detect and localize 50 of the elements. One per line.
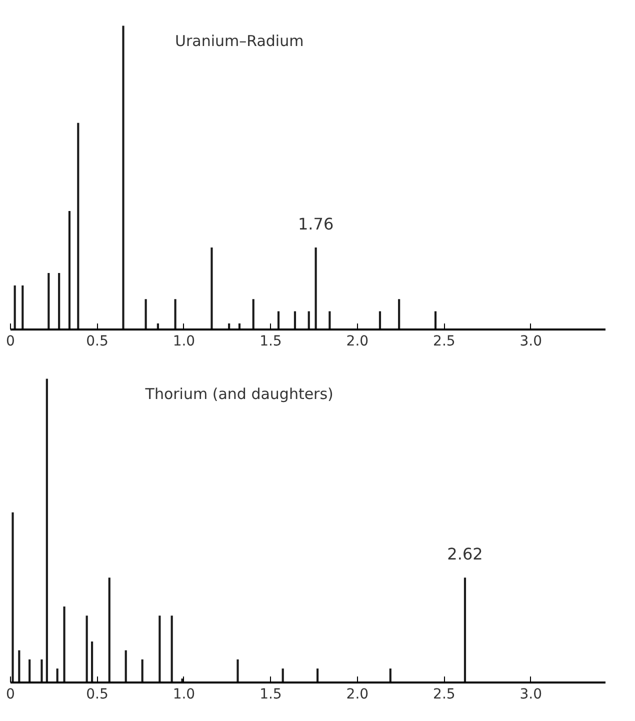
x-tick-label: 1.5 (260, 334, 282, 350)
bar (14, 285, 16, 330)
bar (174, 299, 176, 330)
bar (144, 299, 147, 330)
x-tick-label: 0.5 (86, 686, 108, 702)
bar (316, 668, 319, 682)
bar (314, 247, 317, 330)
bar (124, 650, 127, 682)
text: Uranium–Radium (174, 32, 304, 50)
bar (68, 211, 71, 330)
x-tick-label: 1.0 (172, 334, 196, 350)
bar (86, 616, 88, 682)
x-tick-label: 2.5 (433, 686, 456, 702)
x-tick-label: 1.5 (260, 686, 282, 702)
x-tick-label: 2.0 (346, 334, 369, 350)
bar (282, 668, 284, 682)
bar (170, 616, 173, 682)
bar (464, 578, 466, 682)
bar (28, 659, 31, 682)
bar (90, 641, 94, 682)
bar (158, 616, 161, 682)
bar (18, 650, 20, 682)
bar (122, 26, 124, 330)
text: Thorium (and daughters) (144, 384, 334, 403)
bar (398, 299, 400, 330)
x-tick-label: 2.0 (346, 686, 369, 702)
x-tick-label: 3.0 (520, 334, 542, 350)
bar (46, 378, 48, 682)
bar (77, 122, 80, 330)
bar (56, 668, 58, 682)
x-tick-label: 3.0 (520, 686, 542, 702)
bar (389, 668, 392, 682)
annotation: 2.62 (447, 544, 483, 564)
annotation: 1.76 (298, 214, 334, 234)
bar (141, 659, 144, 682)
bar (40, 659, 43, 682)
bar (58, 272, 60, 330)
x-tick-label: 0.5 (86, 334, 108, 350)
bar (108, 578, 110, 682)
x-tick-label: 1.0 (172, 686, 196, 702)
bar (12, 512, 14, 682)
bar (63, 606, 66, 682)
x-tick-label: 0 (6, 686, 15, 702)
bar (210, 247, 213, 330)
bar (48, 272, 50, 330)
x-tick-label: 0 (6, 334, 15, 350)
bar (236, 659, 239, 682)
bar (22, 285, 24, 330)
bar (252, 299, 254, 330)
x-tick-label: 2.5 (433, 334, 456, 350)
